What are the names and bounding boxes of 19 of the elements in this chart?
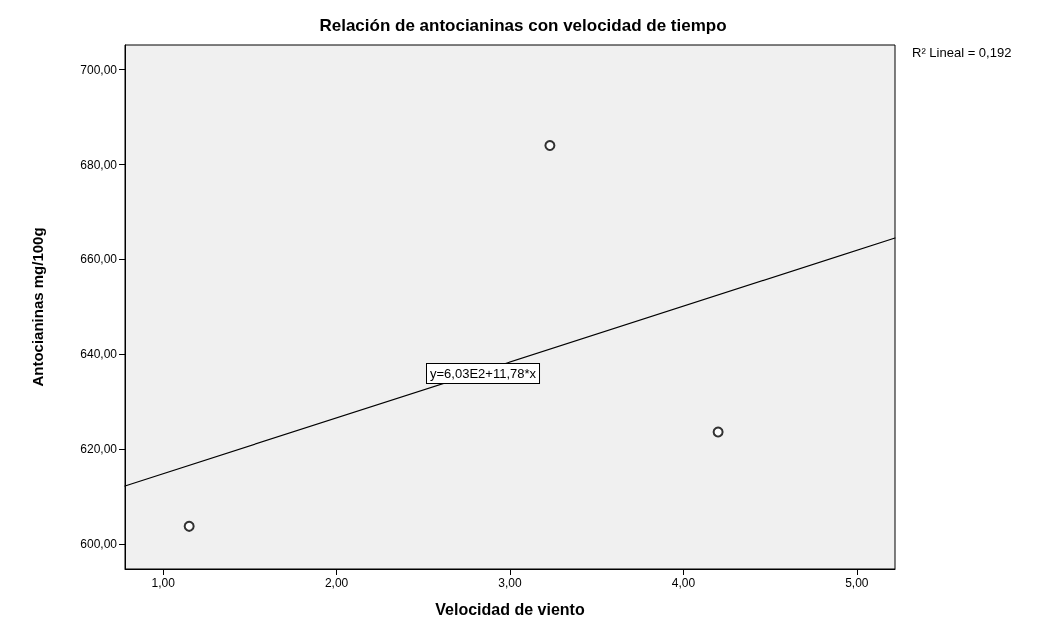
y-tick-label: 680,00 (80, 157, 118, 172)
chart-title: Relación de antocianinas con velocidad de tiempo (319, 16, 727, 35)
x-tick-label: 3,00 (498, 576, 522, 590)
text: R² Lineal = 0,192 (912, 45, 1012, 60)
y-tick-label: 700,00 (80, 62, 118, 77)
point (712, 426, 724, 438)
point (183, 520, 195, 532)
annotation: y=6,03E2+11,78*x (430, 366, 537, 381)
y-tick-label: 620,00 (80, 442, 118, 457)
x-tick-label: 5,00 (845, 576, 869, 590)
x-axis-title: Velocidad de viento (435, 600, 585, 618)
y-tick-label: 660,00 (80, 252, 118, 267)
x-tick-label: 1,00 (151, 576, 176, 590)
point (544, 140, 556, 152)
y-tick-label: 600,00 (80, 536, 118, 551)
y-axis-title: Antocianinas mg/100g (29, 227, 46, 387)
x-tick-label: 4,00 (671, 576, 696, 590)
y-tick-label: 640,00 (80, 347, 118, 362)
x-tick-label: 2,00 (324, 576, 349, 590)
